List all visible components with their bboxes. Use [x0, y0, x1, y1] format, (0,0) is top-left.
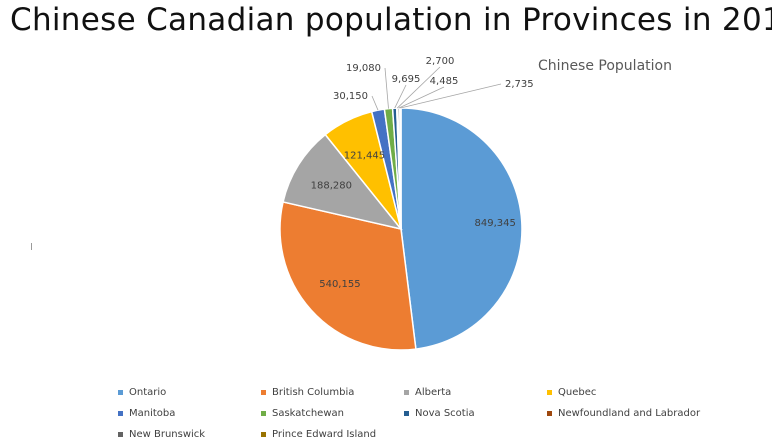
legend-swatch [118, 432, 123, 437]
legend-item-alberta: Alberta [404, 386, 547, 399]
data-label-nova-scotia: 9,695 [392, 74, 421, 85]
legend-item-quebec: Quebec [547, 386, 707, 399]
legend-swatch [118, 411, 123, 416]
legend-swatch [547, 411, 552, 416]
pie-slice-ontario [400, 107, 523, 350]
chart-title: Chinese Population [538, 58, 672, 74]
legend-swatch [261, 390, 266, 395]
legend-label: Ontario [129, 387, 167, 398]
data-label-manitoba: 30,150 [333, 91, 368, 102]
legend-item-nova-scotia: Nova Scotia [404, 407, 547, 420]
legend-label: Saskatchewan [272, 408, 344, 419]
leader-line-nova-scotia [394, 84, 407, 109]
data-label-british-columbia: 540,155 [319, 279, 360, 290]
legend-item-british-columbia: British Columbia [261, 386, 404, 399]
data-label-saskatchewan: 19,080 [346, 63, 381, 74]
legend-label: Prince Edward Island [272, 429, 377, 440]
legend-label: Manitoba [129, 408, 176, 419]
legend-swatch [118, 390, 123, 395]
legend-item-saskatchewan: Saskatchewan [261, 407, 404, 420]
pie-slice-alberta [282, 133, 403, 231]
legend-label: Newfoundland and Labrador [558, 408, 701, 419]
legend-label: Nova Scotia [415, 408, 475, 419]
leader-line-newfoundland-and-labrador [397, 66, 441, 109]
chart-legend: Ontario British Columbia Alberta Quebec Mani… [118, 386, 768, 441]
page-title: Chinese Canadian population in Provinces… [10, 2, 772, 38]
legend-label: Alberta [415, 387, 452, 398]
legend-swatch [261, 411, 266, 416]
legend-label: British Columbia [272, 387, 355, 398]
legend-item-manitoba: Manitoba [118, 407, 261, 420]
leader-line-prince-edward-island [400, 83, 502, 109]
legend-item-prince-edward-island: Prince Edward Island [261, 428, 404, 441]
leader-line-saskatchewan [384, 67, 389, 109]
legend-item-ontario: Ontario [118, 386, 261, 399]
legend-swatch [547, 390, 552, 395]
legend-label: Quebec [558, 387, 597, 398]
data-label-new-brunswick: 4,485 [430, 76, 459, 87]
leader-line-new-brunswick [398, 86, 445, 109]
legend-swatch [404, 411, 409, 416]
legend-item-new-brunswick: New Brunswick [118, 428, 261, 441]
legend-swatch [404, 390, 409, 395]
legend-item-newfoundland-and-labrador: Newfoundland and Labrador [547, 407, 707, 420]
data-label-newfoundland-and-labrador: 2,700 [426, 56, 455, 67]
data-label-prince-edward-island: 2,735 [505, 79, 534, 90]
stray-mark [31, 243, 32, 250]
data-label-ontario: 849,345 [475, 218, 516, 229]
data-label-quebec: 121,445 [344, 150, 385, 161]
data-label-alberta: 188,280 [311, 180, 352, 191]
leader-line-manitoba [371, 95, 379, 111]
legend-label: New Brunswick [129, 429, 206, 440]
pie-slice-british-columbia [279, 201, 417, 351]
legend-swatch [261, 432, 266, 437]
